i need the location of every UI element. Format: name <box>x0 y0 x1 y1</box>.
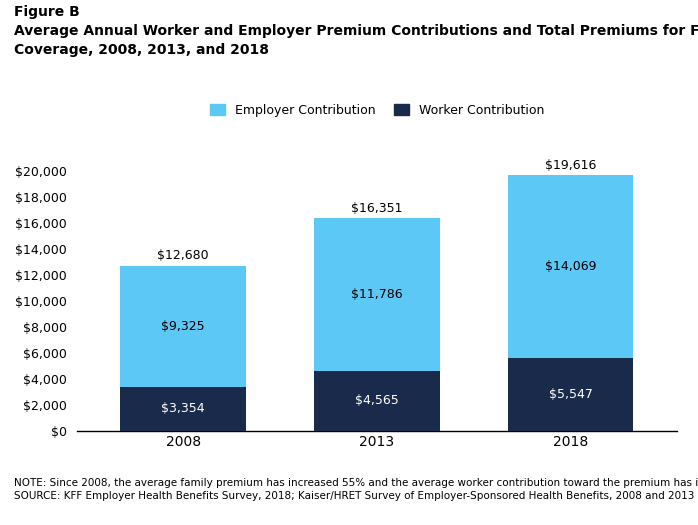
Bar <box>314 371 440 430</box>
Text: Coverage, 2008, 2013, and 2018: Coverage, 2008, 2013, and 2018 <box>14 43 269 57</box>
Text: Figure B: Figure B <box>14 5 80 19</box>
Text: $11,786: $11,786 <box>351 288 403 301</box>
Text: NOTE: Since 2008, the average family premium has increased 55% and the average w: NOTE: Since 2008, the average family pre… <box>14 478 698 488</box>
Text: $9,325: $9,325 <box>161 320 205 333</box>
Legend: Employer Contribution, Worker Contribution: Employer Contribution, Worker Contributi… <box>209 104 544 117</box>
Bar <box>314 218 440 371</box>
Bar <box>507 175 634 359</box>
Text: $5,547: $5,547 <box>549 388 593 401</box>
Bar <box>120 266 246 387</box>
Text: $14,069: $14,069 <box>545 260 596 274</box>
Bar <box>507 359 634 430</box>
Text: $19,616: $19,616 <box>545 159 596 172</box>
Text: $16,351: $16,351 <box>351 202 403 215</box>
Text: $12,680: $12,680 <box>158 249 209 262</box>
Bar <box>120 387 246 430</box>
Text: Average Annual Worker and Employer Premium Contributions and Total Premiums for : Average Annual Worker and Employer Premi… <box>14 24 698 38</box>
Text: $4,565: $4,565 <box>355 394 399 407</box>
Text: $3,354: $3,354 <box>161 402 205 415</box>
Text: SOURCE: KFF Employer Health Benefits Survey, 2018; Kaiser/HRET Survey of Employe: SOURCE: KFF Employer Health Benefits Sur… <box>14 491 695 501</box>
